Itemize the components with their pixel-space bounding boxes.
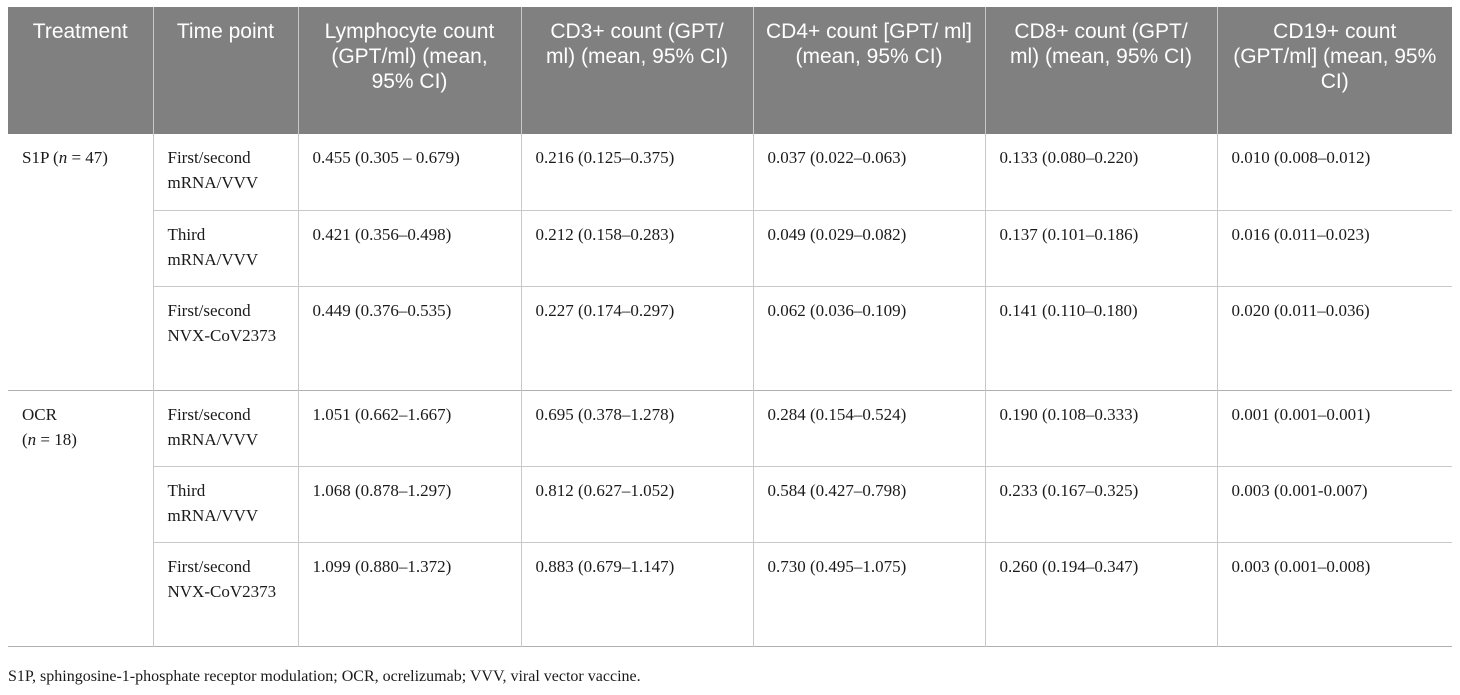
lymphocyte-counts-table: Treatment Time point Lymphocyte count (G… — [8, 7, 1452, 647]
lymphocyte-cell: 0.449 (0.376–0.535) — [297, 285, 521, 390]
treatment-cell-s1p: S1P (n = 47) — [8, 134, 153, 390]
cd4-cell: 0.730 (0.495–1.075) — [752, 541, 985, 646]
cd8-cell: 0.141 (0.110–0.180) — [984, 285, 1217, 390]
header-cd8-count: CD8+ count (GPT/ ml) (mean, 95% CI) — [984, 7, 1217, 134]
cd8-cell: 0.133 (0.080–0.220) — [984, 134, 1217, 210]
cd3-cell: 0.695 (0.378–1.278) — [520, 389, 753, 466]
table-row: OCR (n = 18) First/second mRNA/VVV 1.051 … — [8, 389, 1452, 646]
cd8-cell: 0.190 (0.108–0.333) — [984, 389, 1217, 466]
cd3-cell: 0.883 (0.679–1.147) — [520, 541, 753, 646]
time-point-cell: First/second mRNA/VVV — [152, 389, 298, 466]
treatment-name: OCR — [22, 404, 57, 424]
header-cd3-count: CD3+ count (GPT/ ml) (mean, 95% CI) — [520, 7, 753, 134]
lymphocyte-cell: 1.068 (0.878–1.297) — [297, 465, 521, 542]
treatment-n: (n = 18) — [22, 429, 77, 449]
cd19-cell: 0.016 (0.011–0.023) — [1216, 209, 1452, 286]
table-row: S1P (n = 47) First/second mRNA/VVV 0.455… — [8, 134, 1452, 210]
cd8-cell: 0.137 (0.101–0.186) — [984, 209, 1217, 286]
table-row: First/second NVX-CoV2373 1.099 (0.880–1.… — [8, 541, 1452, 646]
time-point-cell: Third mRNA/VVV — [152, 465, 298, 542]
lymphocyte-cell: 1.099 (0.880–1.372) — [297, 541, 521, 646]
lymphocyte-cell: 1.051 (0.662–1.667) — [297, 389, 521, 466]
header-cd19-count: CD19+ count (GPT/ml] (mean, 95% CI) — [1216, 7, 1452, 134]
header-cd4-count: CD4+ count [GPT/ ml] (mean, 95% CI) — [752, 7, 985, 134]
cd19-cell: 0.003 (0.001-0.007) — [1216, 465, 1452, 542]
cd3-cell: 0.227 (0.174–0.297) — [520, 285, 753, 390]
header-row: Treatment Time point Lymphocyte count (G… — [8, 7, 1452, 134]
treatment-name: S1P — [22, 148, 49, 167]
time-point-cell: First/second NVX-CoV2373 — [152, 285, 298, 390]
time-point-cell: Third mRNA/VVV — [152, 209, 298, 286]
cd3-cell: 0.216 (0.125–0.375) — [520, 134, 753, 210]
cd4-cell: 0.062 (0.036–0.109) — [752, 285, 985, 390]
treatment-cell-ocr: OCR (n = 18) — [8, 389, 153, 646]
lymphocyte-cell: 0.421 (0.356–0.498) — [297, 209, 521, 286]
cd4-cell: 0.284 (0.154–0.524) — [752, 389, 985, 466]
time-point-cell: First/second mRNA/VVV — [152, 134, 298, 210]
cd3-cell: 0.812 (0.627–1.052) — [520, 465, 753, 542]
treatment-n: (n = 47) — [53, 148, 108, 167]
cd4-cell: 0.037 (0.022–0.063) — [752, 134, 985, 210]
cd4-cell: 0.584 (0.427–0.798) — [752, 465, 985, 542]
cd19-cell: 0.020 (0.011–0.036) — [1216, 285, 1452, 390]
data-table-container: Treatment Time point Lymphocyte count (G… — [8, 7, 1452, 647]
table-row: First/second NVX-CoV2373 0.449 (0.376–0.… — [8, 285, 1452, 390]
cd19-cell: 0.001 (0.001–0.001) — [1216, 389, 1452, 466]
header-treatment: Treatment — [8, 7, 153, 134]
cd3-cell: 0.212 (0.158–0.283) — [520, 209, 753, 286]
cd19-cell: 0.003 (0.001–0.008) — [1216, 541, 1452, 646]
cd19-cell: 0.010 (0.008–0.012) — [1216, 134, 1452, 210]
time-point-cell: First/second NVX-CoV2373 — [152, 541, 298, 646]
table-footnote: S1P, sphingosine-1-phosphate receptor mo… — [8, 668, 641, 685]
table-row: Third mRNA/VVV 1.068 (0.878–1.297) 0.812… — [8, 465, 1452, 542]
header-lymphocyte-count: Lymphocyte count (GPT/ml) (mean, 95% CI) — [297, 7, 521, 134]
table-row: Third mRNA/VVV 0.421 (0.356–0.498) 0.212… — [8, 209, 1452, 286]
lymphocyte-cell: 0.455 (0.305 – 0.679) — [297, 134, 521, 210]
cd8-cell: 0.233 (0.167–0.325) — [984, 465, 1217, 542]
cd4-cell: 0.049 (0.029–0.082) — [752, 209, 985, 286]
cd8-cell: 0.260 (0.194–0.347) — [984, 541, 1217, 646]
header-time-point: Time point — [152, 7, 298, 134]
